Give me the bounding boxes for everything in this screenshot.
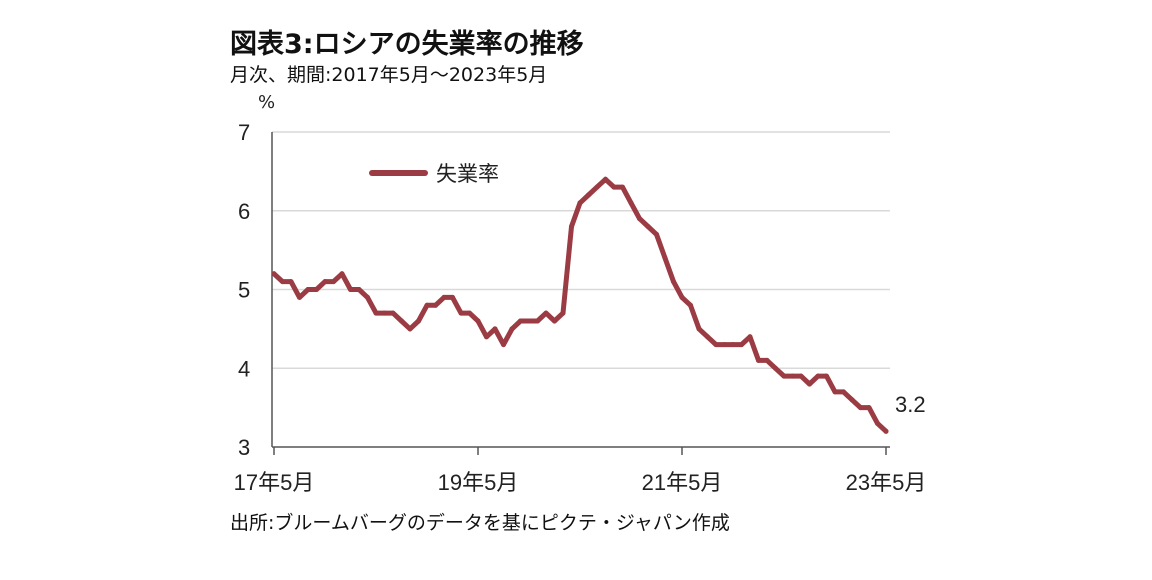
data-point	[543, 310, 549, 316]
end-value-label: 3.2	[895, 392, 926, 417]
data-point	[271, 271, 277, 277]
y-tick-label-4: 4	[238, 356, 250, 381]
data-point	[305, 287, 311, 292]
data-point	[407, 326, 413, 332]
data-point	[526, 318, 532, 324]
data-point	[297, 294, 302, 300]
data-point	[875, 420, 880, 426]
data-point	[569, 224, 574, 229]
data-point	[662, 255, 668, 261]
data-point	[688, 302, 693, 308]
data-point	[722, 342, 727, 348]
data-point	[883, 428, 889, 434]
axes	[271, 132, 890, 448]
data-point	[365, 294, 370, 300]
data-point	[314, 287, 319, 292]
data-point	[798, 373, 804, 379]
legend: 失業率	[369, 162, 499, 186]
data-point	[280, 279, 285, 285]
data-point	[484, 334, 489, 340]
x-tick-label-0: 17年5月	[234, 470, 315, 495]
grid-lines	[272, 131, 890, 369]
data-point	[509, 326, 515, 332]
data-point	[815, 373, 821, 379]
y-tick-labels: 3 4 5 6 7	[238, 120, 250, 460]
x-tick-label-1: 19年5月	[438, 470, 519, 495]
data-point	[781, 373, 787, 379]
data-point	[373, 310, 379, 316]
data-point	[501, 342, 506, 348]
data-point	[441, 294, 447, 300]
data-point	[475, 318, 481, 324]
y-tick-label-7: 7	[238, 120, 250, 145]
chart-subtitle: 月次、期間:2017年5月〜2023年5月	[230, 64, 548, 86]
data-point	[594, 184, 600, 190]
data-point	[620, 184, 625, 190]
chart-title: 図表3:ロシアの失業率の推移	[230, 29, 584, 60]
data-point	[399, 318, 404, 324]
data-point	[671, 279, 676, 285]
data-point	[824, 373, 829, 379]
data-point	[832, 389, 838, 395]
data-point	[611, 184, 617, 190]
data-point	[747, 334, 753, 340]
x-tick-label-3: 23年5月	[846, 470, 927, 495]
data-point	[450, 294, 455, 300]
legend-label: 失業率	[436, 162, 499, 186]
data-point	[390, 310, 396, 316]
source-note: 出所:ブルームバーグのデータを基にピクテ・ジャパン作成	[230, 512, 730, 534]
data-point	[518, 318, 523, 324]
data-point	[739, 342, 744, 348]
data-point	[713, 342, 719, 348]
series-line-0	[271, 176, 889, 434]
data-point	[382, 310, 387, 316]
data-point	[433, 302, 438, 308]
data-point	[849, 397, 855, 403]
data-point	[790, 373, 795, 379]
data-point	[628, 200, 634, 206]
data-point	[705, 334, 710, 340]
data-point	[858, 405, 863, 411]
y-tick-label-3: 3	[238, 435, 250, 460]
data-point	[416, 318, 421, 324]
series-group	[271, 176, 889, 434]
x-tick-labels: 17年5月 19年5月 21年5月 23年5月	[234, 447, 927, 495]
data-point	[679, 294, 685, 300]
data-point	[288, 279, 294, 285]
y-tick-label-5: 5	[238, 278, 250, 303]
data-point	[730, 342, 736, 348]
data-point	[637, 216, 642, 222]
data-point	[773, 365, 778, 371]
x-tick-label-2: 21年5月	[642, 470, 723, 495]
data-point	[552, 318, 557, 324]
data-point	[560, 310, 566, 316]
data-point	[458, 310, 464, 316]
data-point	[322, 279, 328, 285]
data-point	[756, 357, 761, 363]
data-point	[696, 326, 702, 332]
data-point	[654, 231, 659, 237]
data-point	[356, 287, 362, 292]
data-point	[535, 318, 540, 324]
data-point	[866, 405, 872, 411]
y-tick-label-6: 6	[238, 199, 250, 224]
data-point	[764, 357, 770, 363]
data-point	[339, 271, 345, 277]
data-point	[348, 287, 353, 292]
data-point	[586, 192, 591, 198]
data-point	[841, 389, 846, 395]
data-point	[807, 381, 812, 387]
data-point	[492, 326, 498, 332]
data-point	[467, 310, 472, 316]
data-point	[645, 224, 651, 229]
data-point	[603, 176, 608, 182]
data-point	[331, 279, 336, 285]
y-axis-unit: %	[258, 92, 275, 113]
data-point	[424, 302, 430, 308]
data-point	[577, 200, 583, 206]
